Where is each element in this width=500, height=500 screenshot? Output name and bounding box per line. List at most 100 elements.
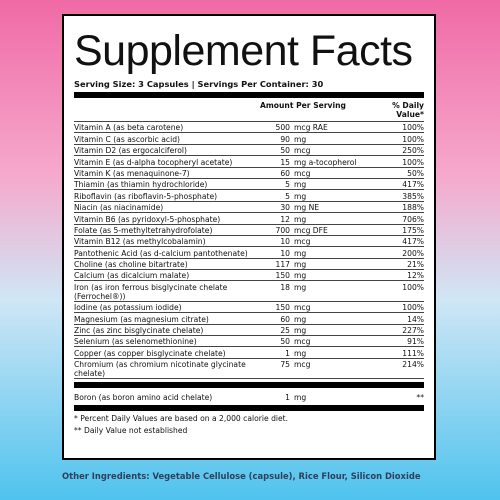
amount: 60 [280, 168, 290, 178]
unit: mg [294, 180, 307, 190]
nutrient-name: Selenium (as selenomethionine) [74, 337, 197, 347]
nutrient-row: Vitamin B6 (as pyridoxyl-5-phosphate) 12 m… [74, 213, 424, 225]
daily-value: 385% [402, 191, 424, 201]
unit: mg NE [294, 203, 320, 213]
amount: 75 [280, 360, 290, 370]
nutrient-row: Pantothenic Acid (as d-calcium pantothen… [74, 247, 424, 259]
nutrient-name: Choline (as choline bitartrate) [74, 260, 188, 270]
nutrient-row: Niacin (as niacinamide) 30 mg NE 188% [74, 202, 424, 214]
amount: 500 [275, 123, 291, 133]
nutrient-name: Iodine (as potassium iodide) [74, 303, 182, 313]
nutrient-name: Pantothenic Acid (as d-calcium pantothen… [74, 248, 248, 258]
daily-value: 100% [402, 123, 424, 133]
daily-value: 706% [402, 214, 424, 224]
nutrient-name: Copper (as copper bisglycinate chelate) [74, 348, 226, 358]
nutrient-name: Vitamin E (as d-alpha tocopheryl acetate… [74, 157, 233, 167]
daily-value: 100% [402, 282, 424, 292]
divider [74, 382, 424, 389]
nutrient-row: Copper (as copper bisglycinate chelate) 1… [74, 347, 424, 359]
amount: 1 [285, 348, 290, 358]
unit: mg [294, 271, 307, 281]
daily-value: 227% [402, 326, 424, 336]
nutrient-row: Vitamin B12 (as methylcobalamin) 10 mcg 417… [74, 236, 424, 248]
amount: 30 [280, 203, 290, 213]
daily-value: 200% [402, 248, 424, 258]
nutrient-row: Magnesium (as magnesium citrate) 60 mg 14% [74, 313, 424, 325]
amount: 1 [285, 393, 290, 403]
unit: mg [294, 191, 307, 201]
unit: mg [294, 314, 307, 324]
nutrient-row: Vitamin C (as ascorbic acid) 90 mg 100% [74, 133, 424, 145]
daily-value: 91% [407, 337, 424, 347]
nutrient-name: Zinc (as zinc bisglycinate chelate) [74, 326, 204, 336]
unit: mg [294, 214, 307, 224]
daily-value: 100% [402, 157, 424, 167]
daily-value: 188% [402, 203, 424, 213]
amount: 5 [285, 180, 290, 190]
extra-rows: Boron (as boron amino acid chelate) 1 mg ** [74, 388, 424, 403]
unit: mg [294, 260, 307, 270]
nutrient-row: Chromium (as chromium nicotinate glycina… [74, 359, 424, 380]
unit: mg [294, 282, 307, 292]
footnotes: * Percent Daily Values are based on a 2,… [74, 414, 424, 435]
nutrient-row: Thiamin (as thiamin hydrochloride) 5 mg 417… [74, 179, 424, 191]
amount: 50 [280, 337, 290, 347]
nutrient-row: Vitamin D2 (as ergocalciferol) 50 mcg 250% [74, 145, 424, 157]
nutrient-name: Vitamin K (as menaquinone-7) [74, 168, 190, 178]
nutrient-name: Vitamin A (as beta carotene) [74, 123, 184, 133]
nutrient-name: Vitamin C (as ascorbic acid) [74, 134, 180, 144]
daily-value: 50% [407, 168, 424, 178]
amount-header: Amount Per Serving [260, 101, 346, 110]
nutrient-row: Iron (as iron ferrous bisglycinate chela… [74, 281, 424, 302]
nutrient-row: Riboflavin (as riboflavin-5-phosphate) 5 m… [74, 190, 424, 202]
daily-value: 250% [402, 146, 424, 156]
title: Supplement Facts [74, 27, 413, 75]
amount: 60 [280, 314, 290, 324]
facts-label: Supplement Facts Serving Size: 3 Capsule… [62, 14, 436, 460]
nutrient-name: Boron (as boron amino acid chelate) [74, 393, 213, 403]
amount: 700 [275, 225, 291, 235]
nutrient-row: Vitamin A (as beta carotene) 500 mcg RAE 10… [74, 122, 424, 134]
unit: mcg [294, 337, 311, 347]
amount: 18 [280, 282, 290, 292]
unit: mcg [294, 237, 311, 247]
daily-value: 417% [402, 237, 424, 247]
nutrient-name: Vitamin D2 (as ergocalciferol) [74, 146, 187, 156]
amount: 117 [275, 260, 291, 270]
amount: 150 [275, 271, 291, 281]
nutrient-name: Folate (as 5-methyltetrahydrofolate) [74, 225, 213, 235]
daily-value: 21% [407, 260, 424, 270]
rows: Vitamin A (as beta carotene) 500 mcg RAE 10… [74, 122, 424, 380]
nutrient-row: Vitamin K (as menaquinone-7) 60 mcg 50% [74, 168, 424, 179]
unit: mcg DFE [294, 225, 328, 235]
nutrient-row: Selenium (as selenomethionine) 50 mcg 91% [74, 336, 424, 348]
nutrient-row: Boron (as boron amino acid chelate) 1 mg ** [74, 388, 424, 403]
unit: mg [294, 326, 307, 336]
nutrient-name: Riboflavin (as riboflavin-5-phosphate) [74, 191, 218, 201]
divider [74, 92, 424, 98]
daily-value: 100% [402, 134, 424, 144]
unit: mcg RAE [294, 123, 328, 133]
unit: mg [294, 248, 307, 258]
unit: mg [294, 393, 307, 403]
nutrient-name: Vitamin B6 (as pyridoxyl-5-phosphate) [74, 214, 221, 224]
nutrient-row: Vitamin E (as d-alpha tocopheryl acetate… [74, 156, 424, 168]
footnote: * Percent Daily Values are based on a 2,… [74, 414, 289, 424]
footnote: ** Daily Value not established [74, 426, 188, 436]
unit: mcg [294, 303, 311, 313]
nutrient-name: Magnesium (as magnesium citrate) [74, 314, 209, 324]
amount: 50 [280, 146, 290, 156]
amount: 90 [280, 134, 290, 144]
other-ingredients: Other Ingredients: Vegetable Cellulose (… [62, 471, 421, 481]
daily-value: 175% [402, 225, 424, 235]
unit: mcg [294, 146, 311, 156]
amount: 12 [280, 214, 290, 224]
unit: mcg [294, 360, 311, 370]
nutrient-row: Calcium (as dicalcium malate) 150 mg 12% [74, 270, 424, 282]
nutrient-name: Chromium (as chromium nicotinate glycina… [74, 360, 246, 379]
amount: 10 [280, 248, 290, 258]
dv-header: % Daily Value* [392, 101, 424, 119]
daily-value: 14% [407, 314, 424, 324]
nutrient-row: Choline (as choline bitartrate) 117 mg 21% [74, 259, 424, 271]
